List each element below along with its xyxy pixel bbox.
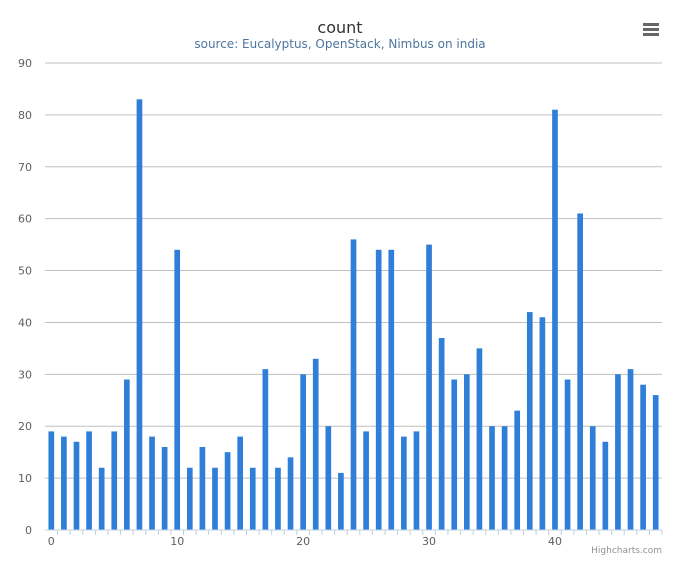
bar[interactable] (73, 441, 80, 530)
bar[interactable] (388, 249, 395, 531)
bar[interactable] (161, 446, 168, 530)
bar[interactable] (212, 467, 218, 530)
bar[interactable] (375, 249, 382, 531)
bar[interactable] (300, 374, 306, 530)
bar[interactable] (363, 431, 369, 530)
bar[interactable] (602, 441, 609, 530)
bar[interactable] (426, 244, 432, 531)
bar[interactable] (275, 467, 281, 530)
bar[interactable] (174, 249, 181, 531)
bar[interactable] (48, 431, 55, 530)
chart-title: count (317, 18, 362, 37)
bar[interactable] (615, 374, 621, 530)
y-tick-label: 10 (18, 472, 32, 485)
bar[interactable] (149, 436, 155, 530)
menu-line-icon (643, 23, 659, 26)
x-tick-label: 0 (48, 535, 55, 548)
bar[interactable] (111, 431, 118, 530)
bar[interactable] (577, 213, 583, 531)
hamburger-menu-icon[interactable] (638, 18, 664, 42)
bar[interactable] (539, 317, 546, 530)
bar[interactable] (514, 410, 521, 530)
y-tick-label: 70 (18, 161, 32, 174)
x-tick-label: 10 (170, 535, 184, 548)
x-tick-label: 30 (422, 535, 436, 548)
bar[interactable] (98, 467, 105, 530)
bar[interactable] (652, 395, 659, 530)
bar[interactable] (262, 369, 269, 530)
y-tick-label: 90 (18, 57, 32, 70)
bar[interactable] (224, 452, 231, 530)
bar[interactable] (237, 436, 244, 530)
bar[interactable] (61, 436, 67, 530)
bar[interactable] (640, 384, 646, 530)
bar[interactable] (350, 239, 357, 531)
bar[interactable] (438, 338, 445, 530)
bar[interactable] (413, 431, 420, 530)
bar[interactable] (199, 446, 206, 530)
menu-line-icon (643, 33, 659, 36)
bar[interactable] (325, 426, 332, 530)
bar[interactable] (186, 467, 193, 530)
bar[interactable] (136, 99, 143, 530)
bar[interactable] (489, 426, 495, 530)
bar[interactable] (86, 431, 92, 530)
y-tick-label: 40 (18, 316, 32, 329)
y-tick-label: 20 (18, 420, 32, 433)
bar[interactable] (249, 467, 256, 530)
menu-line-icon (643, 28, 659, 31)
bar[interactable] (401, 436, 407, 530)
bar[interactable] (476, 348, 483, 530)
x-tick-label: 20 (296, 535, 310, 548)
y-axis: 0 10 20 30 40 50 60 70 80 90 (18, 57, 32, 537)
bar[interactable] (564, 379, 571, 530)
y-tick-label: 50 (18, 265, 32, 278)
bar[interactable] (552, 109, 558, 530)
bar[interactable] (451, 379, 458, 530)
bar[interactable] (589, 426, 596, 530)
bar[interactable] (463, 374, 470, 530)
y-tick-label: 0 (25, 524, 32, 537)
x-tick-label: 40 (548, 535, 562, 548)
y-tick-label: 60 (18, 213, 32, 226)
chart-subtitle: source: Eucalyptus, OpenStack, Nimbus on… (194, 37, 485, 51)
bar[interactable] (338, 472, 344, 530)
bar[interactable] (287, 457, 294, 530)
x-axis: 0 10 20 30 40 (45, 529, 663, 548)
bar[interactable] (501, 426, 508, 530)
bar[interactable] (627, 369, 634, 530)
bar[interactable] (312, 358, 319, 530)
bar[interactable] (526, 312, 533, 530)
bar[interactable] (124, 379, 130, 530)
credits-link[interactable]: Highcharts.com (591, 546, 662, 556)
y-tick-label: 30 (18, 368, 32, 381)
y-tick-label: 80 (18, 109, 32, 122)
bars (48, 99, 659, 531)
